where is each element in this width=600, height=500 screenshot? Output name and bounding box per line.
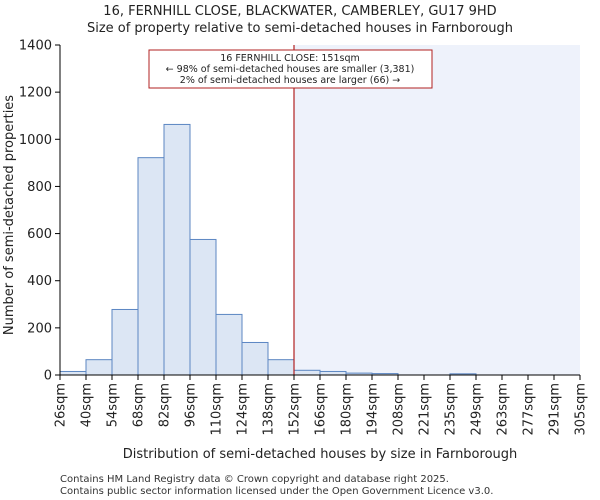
bar-138sqm [267, 359, 295, 376]
x-tick-label: 26sqm [54, 383, 69, 427]
bar-110sqm [215, 313, 243, 376]
annotation-border [148, 49, 433, 89]
x-tick-label: 235sqm [444, 383, 459, 436]
annotation-box: 16 FERNHILL CLOSE: 151sqm ← 98% of semi-… [148, 49, 433, 89]
y-tick-label: 200 [27, 321, 52, 336]
x-tick-label: 124sqm [236, 383, 251, 436]
bar-40sqm [85, 359, 113, 376]
x-tick-label: 110sqm [210, 383, 225, 436]
y-tick-label: 1000 [19, 133, 52, 148]
x-tick-label: 82sqm [158, 383, 173, 427]
bar-26sqm [59, 370, 87, 376]
x-tick-label: 221sqm [418, 383, 433, 436]
bar-166sqm [319, 370, 347, 376]
y-axis: 0 200 400 600 800 1000 1200 1400 [19, 39, 60, 384]
y-tick-label: 1200 [19, 86, 52, 101]
bar-124sqm [241, 341, 269, 376]
bar-54sqm [111, 308, 139, 376]
x-tick-label: 305sqm [574, 383, 589, 436]
bars-group [59, 123, 477, 376]
y-tick-label: 0 [44, 369, 52, 384]
x-tick-label: 194sqm [366, 383, 381, 436]
x-tick-label: 277sqm [522, 383, 537, 436]
x-tick-label: 208sqm [392, 383, 407, 436]
y-tick-label: 600 [27, 227, 52, 242]
x-axis-label: Distribution of semi-detached houses by … [123, 447, 518, 462]
footer-line-1: Contains HM Land Registry data © Crown c… [60, 474, 449, 485]
y-tick-label: 400 [27, 274, 52, 289]
footer-line-2: Contains public sector information licen… [60, 486, 493, 497]
bar-68sqm [137, 157, 165, 376]
x-tick-label: 152sqm [288, 383, 303, 436]
annotation-line-1: 16 FERNHILL CLOSE: 151sqm [220, 53, 360, 64]
x-tick-label: 263sqm [496, 383, 511, 436]
y-tick-label: 1400 [19, 39, 52, 54]
x-tick-label: 166sqm [314, 383, 329, 436]
chart-title: 16, FERNHILL CLOSE, BLACKWATER, CAMBERLE… [103, 4, 496, 19]
chart-subtitle: Size of property relative to semi-detach… [87, 21, 513, 36]
bar-82sqm [163, 123, 191, 376]
x-tick-label: 291sqm [548, 383, 563, 436]
larger-houses-shade [294, 45, 580, 375]
x-tick-label: 249sqm [470, 383, 485, 436]
x-tick-label: 96sqm [184, 383, 199, 427]
y-axis-label: Number of semi-detached properties [2, 95, 17, 335]
x-tick-label: 138sqm [262, 383, 277, 436]
x-tick-label: 40sqm [80, 383, 95, 427]
annotation-line-2: ← 98% of semi-detached houses are smalle… [166, 64, 415, 75]
x-tick-label: 180sqm [340, 383, 355, 436]
x-tick-label: 54sqm [106, 383, 121, 427]
annotation-line-3: 2% of semi-detached houses are larger (6… [180, 75, 400, 86]
bar-152sqm [293, 369, 321, 376]
x-axis: 26sqm 40sqm 54sqm 68sqm 82sqm 96sqm 110sqm 124s… [54, 375, 589, 436]
bar-96sqm [189, 238, 217, 376]
x-tick-label: 68sqm [132, 383, 147, 427]
y-tick-label: 800 [27, 180, 52, 195]
